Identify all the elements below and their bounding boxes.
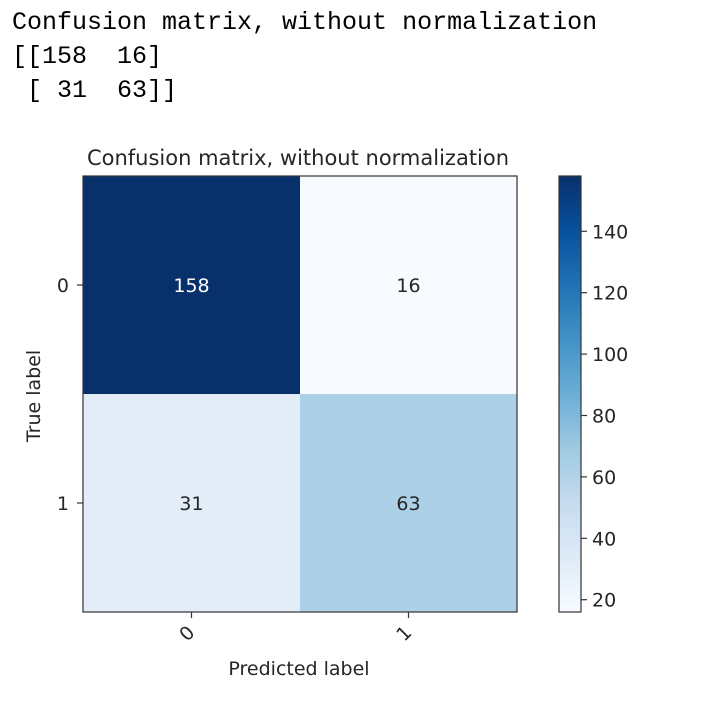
y-axis-label: True label (23, 350, 45, 443)
console-line: Confusion matrix, without normalization (12, 8, 598, 37)
y-tick-label: 0 (57, 275, 69, 297)
y-axis-ticks: 01 (57, 275, 83, 515)
console-line: [ 31 63]] (12, 76, 178, 105)
cell-value-label: 16 (396, 275, 420, 297)
colorbar-tick-label: 20 (592, 590, 616, 612)
colorbar-tick-label: 120 (592, 283, 628, 305)
colorbar-tick-label: 60 (592, 467, 616, 489)
console-output: Confusion matrix, without normalization [… (12, 6, 597, 108)
colorbar-tick-label: 80 (592, 405, 616, 427)
x-tick-label: 1 (392, 622, 416, 646)
cell-value-label: 31 (179, 493, 203, 515)
console-line: [[158 16] (12, 42, 163, 71)
heatmap-cell (300, 394, 517, 612)
heatmap-cell-labels: 158 16 31 63 (173, 275, 420, 515)
heatmap-cells (83, 176, 517, 612)
cell-value-label: 158 (173, 275, 209, 297)
colorbar-tick-label: 140 (592, 221, 628, 243)
heatmap-cell (300, 176, 517, 394)
x-axis-label: Predicted label (228, 658, 369, 680)
colorbar-ticks: 20 40 60 80 100 120 140 (581, 221, 628, 612)
cell-value-label: 63 (396, 493, 420, 515)
plot-frame (82, 175, 518, 613)
chart-title: Confusion matrix, without normalization (87, 146, 509, 170)
heatmap-cell (83, 176, 300, 394)
colorbar (558, 175, 582, 613)
colorbar-tick-label: 100 (592, 344, 628, 366)
y-tick-label: 1 (57, 493, 69, 515)
x-tick-label: 0 (175, 622, 199, 646)
colorbar-tick-label: 40 (592, 528, 616, 550)
heatmap-cell (83, 394, 300, 612)
